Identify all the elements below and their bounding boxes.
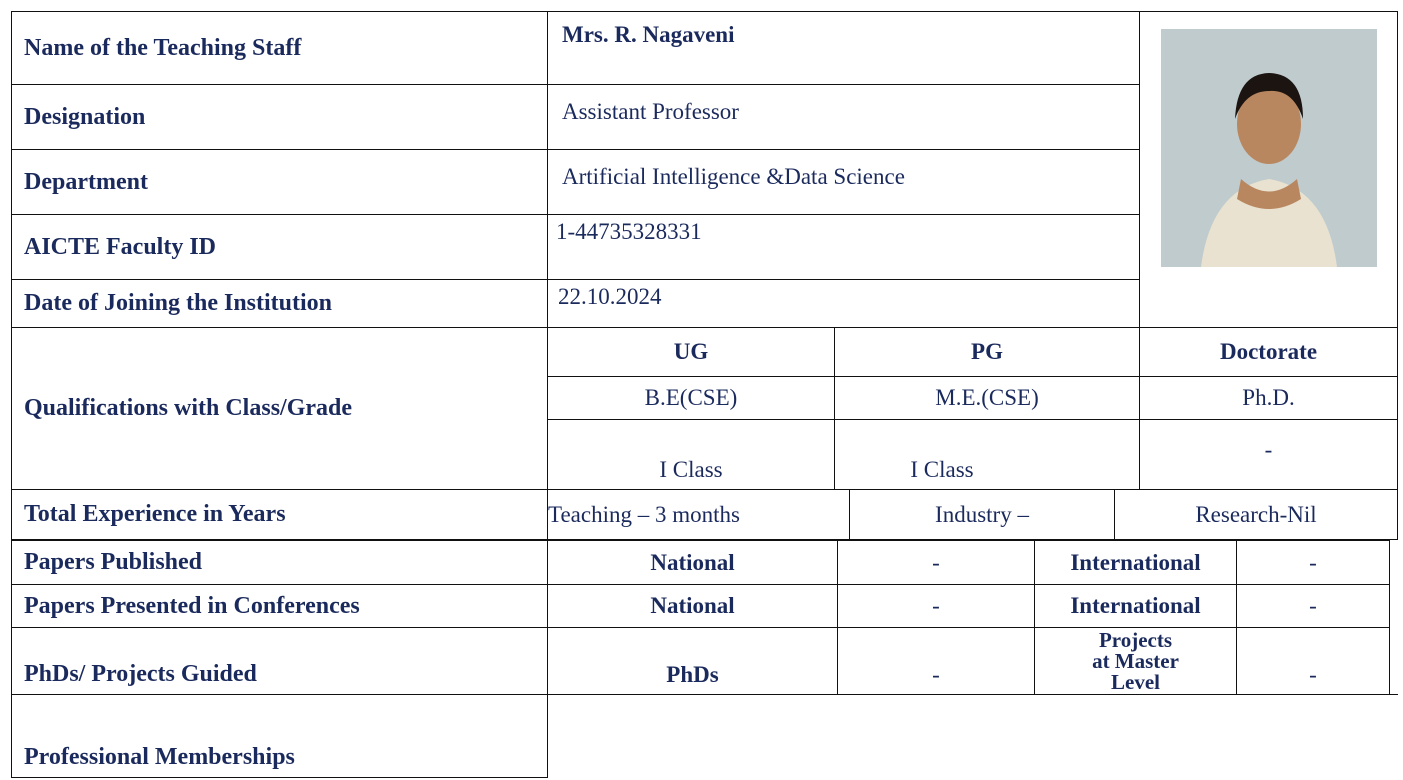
header: PG xyxy=(834,327,1140,377)
header: Doctorate xyxy=(1139,327,1398,377)
cell: - xyxy=(837,584,1035,628)
class: I Class xyxy=(547,419,835,490)
class: I Class xyxy=(834,419,1140,490)
cell: National xyxy=(547,584,838,628)
value: Artificial Intelligence &Data Science xyxy=(547,149,1140,215)
label: PhDs/ Projects Guided xyxy=(11,627,548,695)
label: Designation xyxy=(11,84,548,150)
cell: - xyxy=(837,540,1035,585)
cell: International xyxy=(1034,584,1237,628)
label: Qualifications with Class/Grade xyxy=(11,327,548,490)
header: UG xyxy=(547,327,835,377)
cell: - xyxy=(1236,540,1390,585)
label: Papers Published xyxy=(11,540,548,585)
value: Teaching – 3 months xyxy=(547,489,850,540)
degree: B.E(CSE) xyxy=(547,376,835,420)
degree: M.E.(CSE) xyxy=(834,376,1140,420)
cell: - xyxy=(1236,627,1390,695)
value: Assistant Professor xyxy=(547,84,1140,150)
empty-cell xyxy=(547,694,1398,778)
cell: International xyxy=(1034,540,1237,585)
cell: National xyxy=(547,540,838,585)
cell: - xyxy=(837,627,1035,695)
cell: PhDs xyxy=(547,627,838,695)
label: AICTE Faculty ID xyxy=(11,214,548,280)
label: Department xyxy=(11,149,548,215)
photo xyxy=(1160,28,1377,267)
degree: Ph.D. xyxy=(1139,376,1398,420)
cell: - xyxy=(1236,584,1390,628)
value: Mrs. R. Nagaveni xyxy=(547,11,1140,85)
cell: Projects at Master Level xyxy=(1034,627,1237,695)
value: 22.10.2024 xyxy=(547,279,1140,328)
class: - xyxy=(1139,419,1398,490)
label: Papers Presented in Conferences xyxy=(11,584,548,628)
photo-cell xyxy=(1139,11,1398,328)
value: Industry – xyxy=(849,489,1115,540)
label: Total Experience in Years xyxy=(11,489,548,540)
value: 1-44735328331 xyxy=(547,214,1140,280)
label: Date of Joining the Institution xyxy=(11,279,548,328)
value: Research-Nil xyxy=(1114,489,1398,540)
label: Name of the Teaching Staff xyxy=(11,11,548,85)
label: Professional Memberships xyxy=(11,694,548,778)
